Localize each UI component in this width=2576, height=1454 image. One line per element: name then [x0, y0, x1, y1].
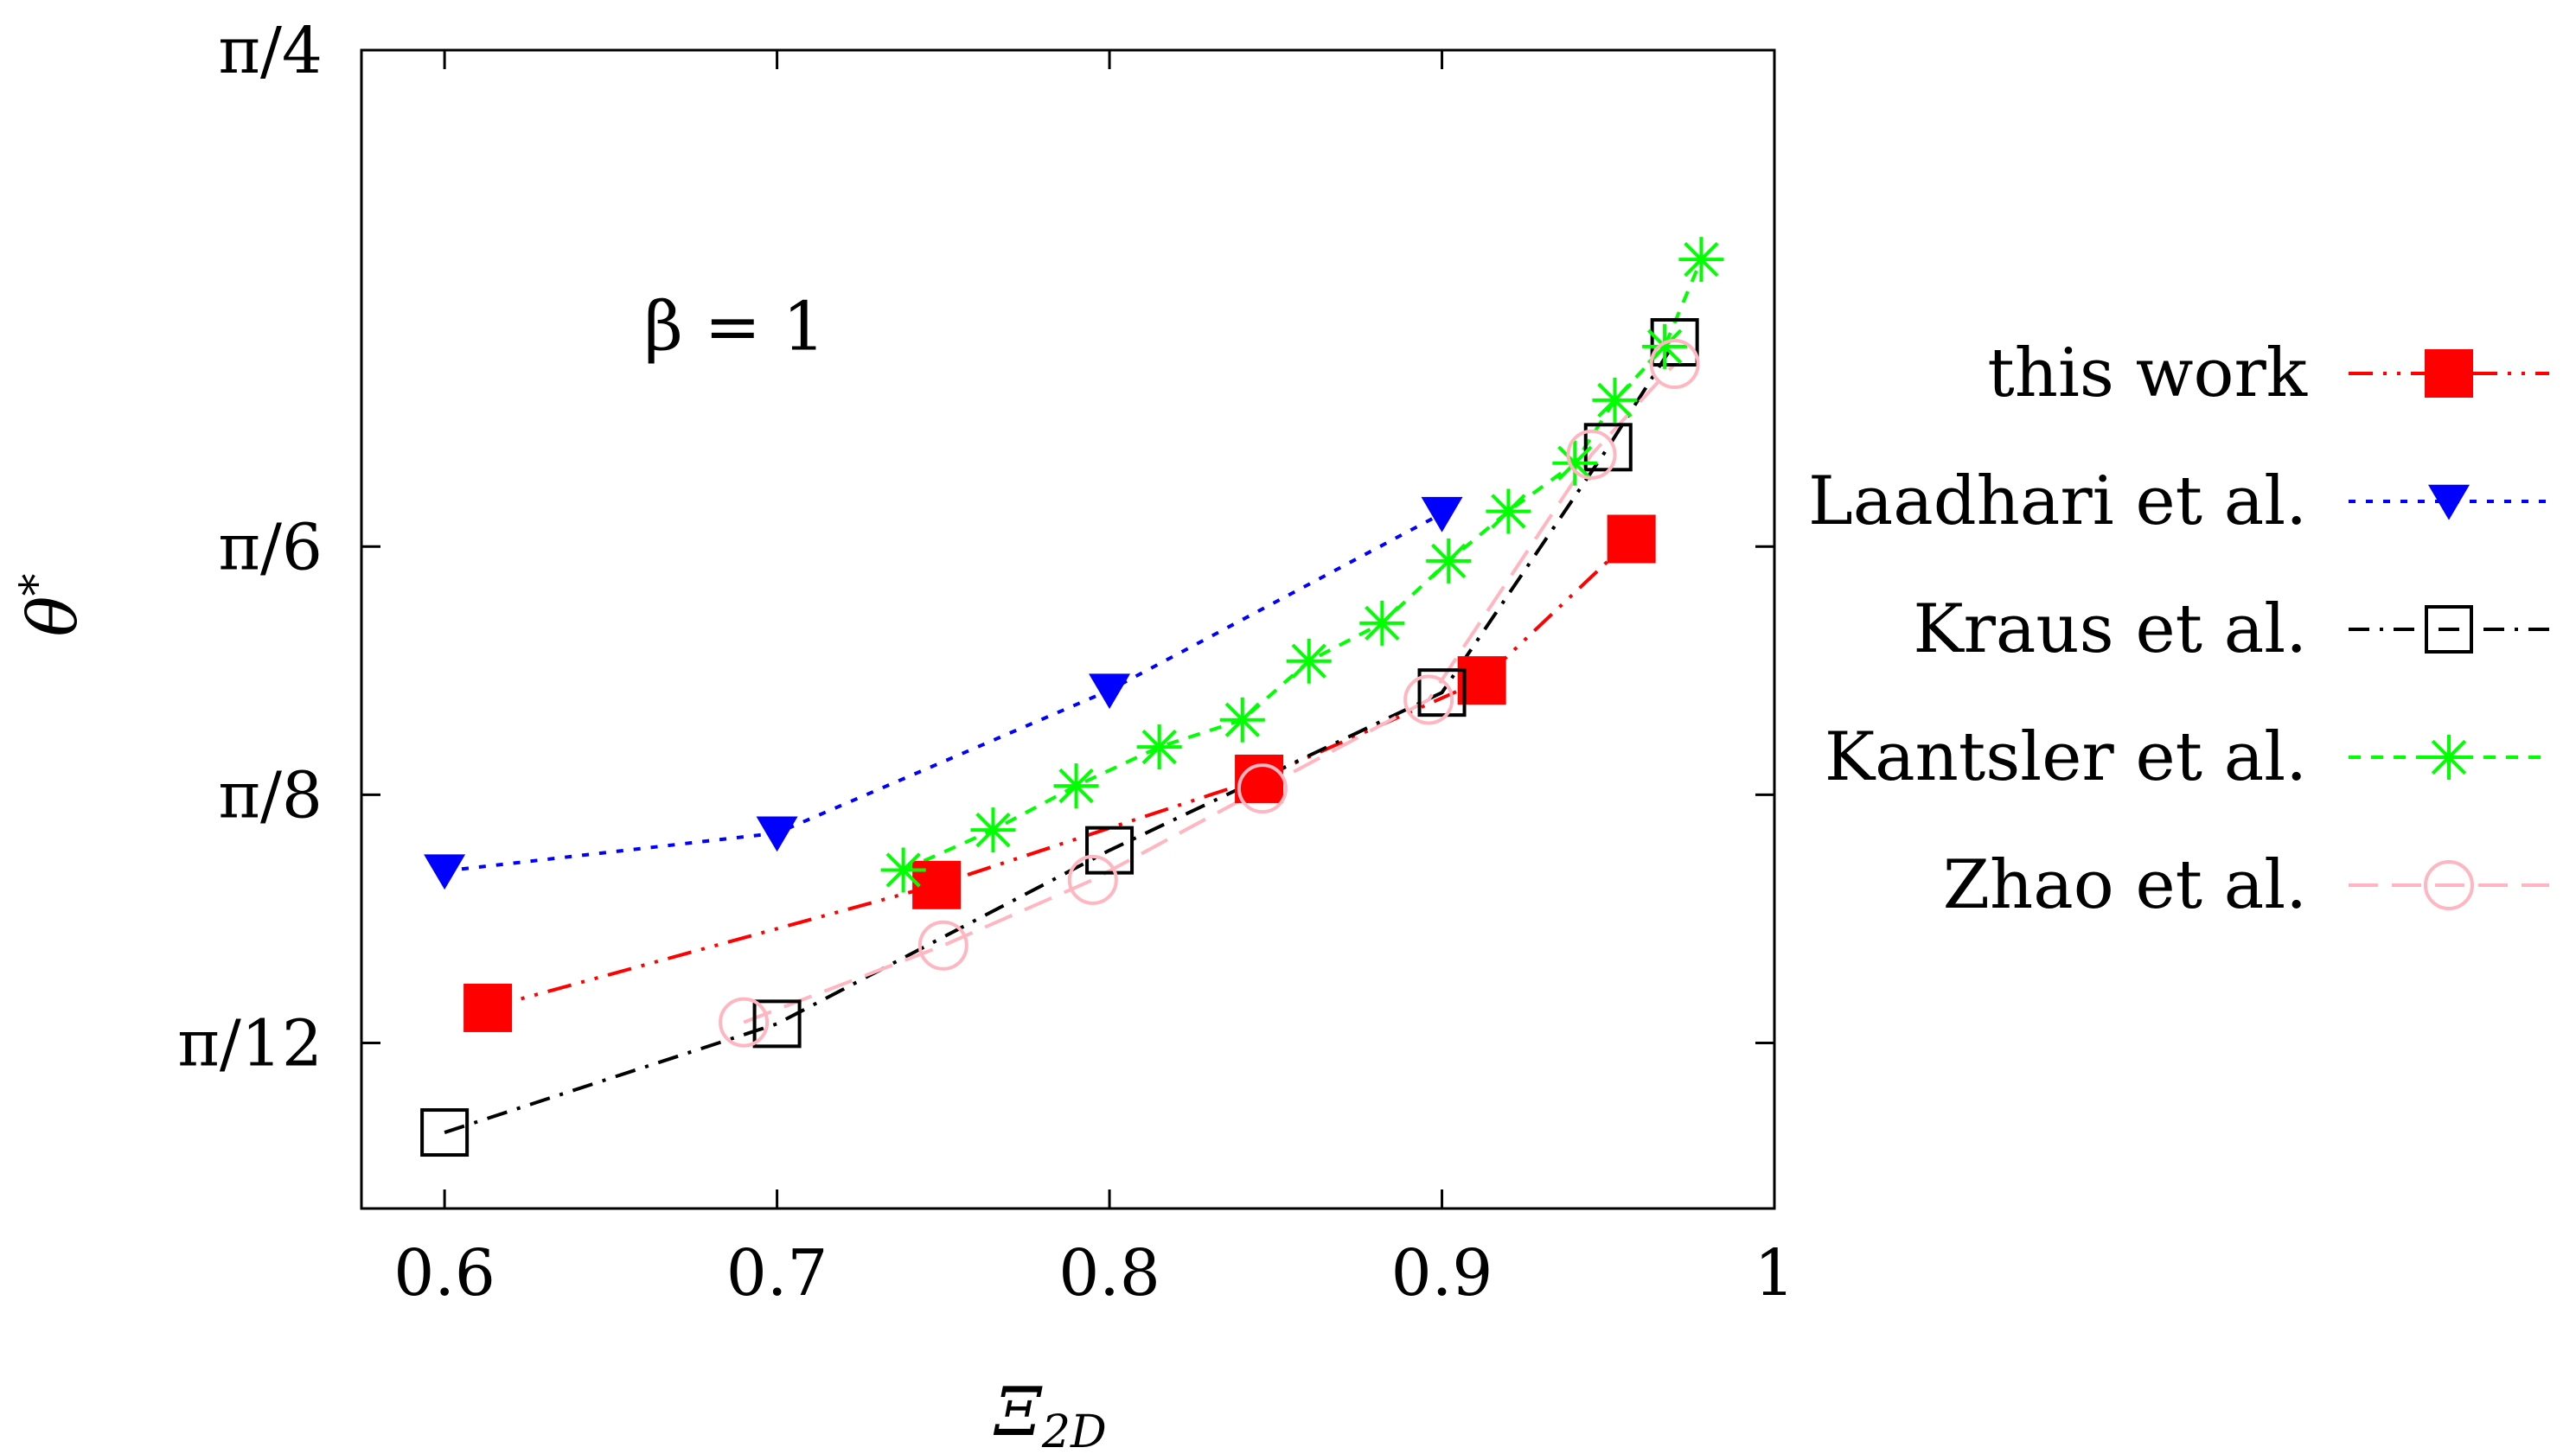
series-line-kraus-et-al	[444, 341, 1677, 1134]
data-point-kantsler-et-al	[1552, 440, 1598, 486]
data-point-zhao-et-al	[1649, 339, 1700, 390]
data-point-kantsler-et-al	[970, 807, 1016, 853]
legend-label-kraus-et-al: Kraus et al.	[1913, 590, 2307, 668]
series-line-zhao-et-al	[743, 362, 1677, 1024]
legend-label-zhao-et-al: Zhao et al.	[1943, 846, 2307, 924]
series-lines	[444, 258, 1703, 1134]
series-line-this-work	[487, 538, 1633, 1010]
data-point-kantsler-et-al	[1286, 638, 1332, 684]
data-point-laadhari-et-al	[1089, 673, 1131, 710]
y-tick-label: π/8	[218, 758, 323, 832]
legend-label-kantsler-et-al: Kantsler et al.	[1825, 718, 2307, 796]
data-point-kraus-et-al	[752, 999, 802, 1049]
data-point-laadhari-et-al	[1421, 496, 1463, 532]
data-point-this-work	[463, 983, 513, 1032]
data-point-laadhari-et-al	[424, 854, 466, 890]
y-tick-label: π/12	[177, 1007, 323, 1081]
data-point-kraus-et-al	[1417, 668, 1467, 717]
x-tick-label: 1	[1754, 1236, 1794, 1311]
y-tick-label: π/6	[218, 510, 323, 584]
x-tick-label: 0.9	[1391, 1236, 1493, 1311]
legend-marker-this-work	[2425, 349, 2473, 398]
data-point-kantsler-et-al	[1053, 763, 1099, 809]
x-axis-label-main: Ξ	[993, 1374, 1043, 1451]
data-point-zhao-et-al	[1403, 674, 1454, 725]
y-tick-label: π/4	[218, 14, 323, 88]
series-line-laadhari-et-al	[444, 512, 1443, 873]
data-point-zhao-et-al	[1237, 763, 1288, 814]
data-point-laadhari-et-al	[756, 816, 798, 852]
y-axis-label: θ*	[11, 574, 93, 637]
legend: this work Laadhari et al. Kraus et al. Kant…	[1808, 335, 2549, 924]
x-axis-label-sub: 2D	[1041, 1406, 1107, 1454]
data-point-kantsler-et-al	[1642, 323, 1688, 369]
data-point-kantsler-et-al	[1426, 538, 1472, 584]
data-point-kantsler-et-al	[1678, 237, 1724, 283]
legend-label-laadhari-et-al: Laadhari et al.	[1808, 462, 2307, 540]
data-point-kantsler-et-al	[1219, 697, 1265, 743]
legend-marker-zhao-et-al	[2424, 860, 2474, 910]
beta-annotation: β = 1	[644, 288, 826, 366]
data-point-zhao-et-al	[1067, 854, 1118, 905]
series-markers	[420, 237, 1724, 1157]
data-point-kantsler-et-al	[880, 847, 926, 893]
data-point-kraus-et-al	[1650, 318, 1699, 367]
data-point-this-work	[1607, 514, 1656, 564]
legend-marker-kantsler-et-al	[2426, 735, 2471, 780]
data-point-kantsler-et-al	[1136, 724, 1182, 770]
data-point-kantsler-et-al	[1359, 600, 1405, 646]
x-tick-label: 0.6	[393, 1236, 495, 1311]
y-axis-label-main: θ	[15, 596, 93, 637]
x-tick-label: 0.8	[1058, 1236, 1160, 1311]
legend-marker-kraus-et-al	[2425, 605, 2473, 654]
y-tick-labels: π/12 π/8 π/6 π/4	[177, 14, 323, 1081]
x-tick-labels: 0.6 0.7 0.8 0.9 1	[393, 1236, 1794, 1311]
data-point-zhao-et-al	[1566, 429, 1617, 480]
data-point-zhao-et-al	[917, 920, 968, 971]
x-axis-label: Ξ2D	[993, 1374, 1107, 1454]
legend-label-this-work: this work	[1987, 335, 2307, 412]
data-point-kraus-et-al	[1085, 826, 1135, 875]
data-point-kantsler-et-al	[1592, 377, 1638, 423]
data-point-kraus-et-al	[420, 1108, 470, 1157]
series-line-kantsler-et-al	[902, 258, 1703, 872]
plot-frame	[360, 48, 1776, 1210]
data-point-kantsler-et-al	[1486, 488, 1531, 534]
x-tick-label: 0.7	[726, 1236, 828, 1311]
data-point-zhao-et-al	[719, 997, 770, 1048]
y-axis-label-sup: *	[11, 574, 63, 596]
tick-marks	[361, 48, 1776, 1208]
legend-marker-laadhari-et-al	[2428, 484, 2470, 520]
